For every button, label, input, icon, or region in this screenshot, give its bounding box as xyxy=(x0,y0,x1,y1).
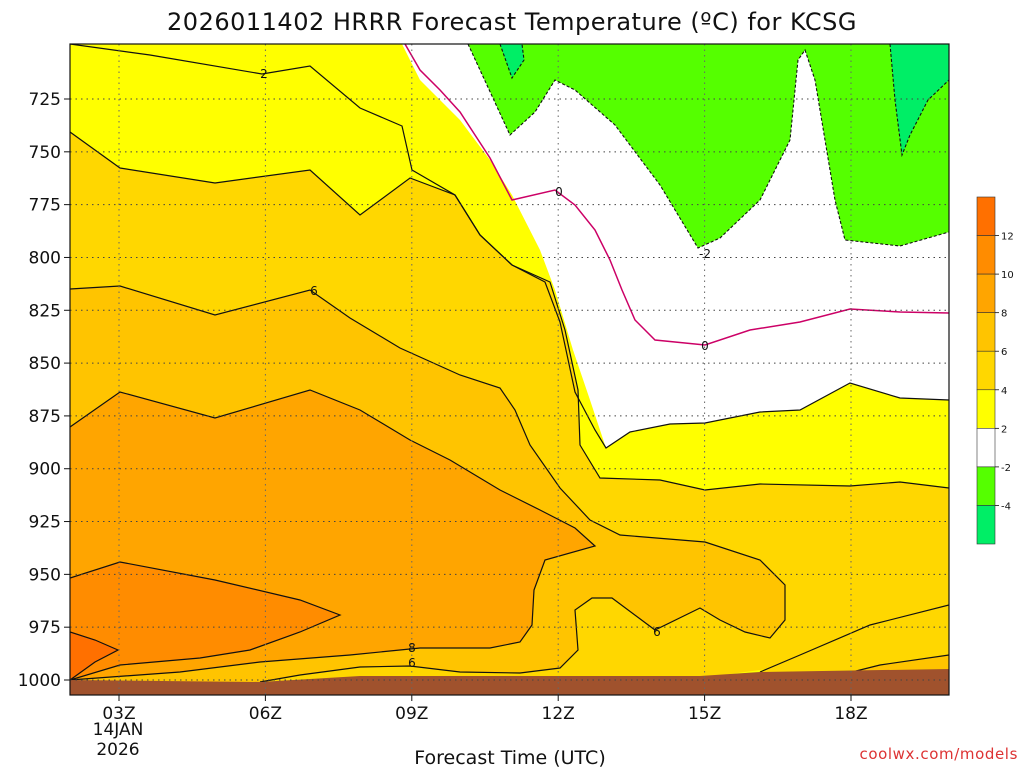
contour-label-6-upper: 6 xyxy=(310,284,318,298)
x-tick-label: 15Z xyxy=(688,704,721,724)
y-tick-label: 1000 xyxy=(18,671,61,691)
x-tick-label: 18Z xyxy=(834,704,867,724)
colorbar-swatch xyxy=(976,389,996,429)
contour-label-6-right: 6 xyxy=(653,625,661,639)
colorbar-swatch xyxy=(976,466,996,506)
colorbar-swatch xyxy=(976,235,996,275)
band-green-2 xyxy=(890,44,949,155)
contour-label-6-lower: 6 xyxy=(408,656,416,670)
y-tick-label: 825 xyxy=(29,301,61,321)
y-tick-label: 975 xyxy=(29,618,61,638)
colorbar-swatch xyxy=(976,428,996,468)
colorbar-swatch xyxy=(976,505,996,545)
date-label-day: 14JAN xyxy=(93,720,144,740)
band-green-1 xyxy=(468,44,949,248)
colorbar-tick-label: 10 xyxy=(1001,270,1014,281)
grid xyxy=(70,44,949,695)
contour-line-6 xyxy=(70,285,786,683)
colorbar-tick-label: 4 xyxy=(1001,386,1007,397)
colorbar-swatch xyxy=(976,196,996,236)
colorbar-swatch xyxy=(976,273,996,313)
y-tick-label: 750 xyxy=(29,143,61,163)
contour-labels: 2 0 0 -2 6 8 6 6 xyxy=(260,67,711,670)
y-tick-label: 875 xyxy=(29,407,61,427)
contour-line-12 xyxy=(70,631,120,681)
date-label-year: 2026 xyxy=(96,740,139,760)
contour-label-0-right: 0 xyxy=(701,339,709,353)
contour-label-2: 2 xyxy=(260,67,268,81)
contour-line-lower-right xyxy=(759,604,949,673)
contour-line-minus-4-small xyxy=(499,44,525,80)
contour-line-minus-2 xyxy=(467,44,949,249)
ground-fill xyxy=(70,669,949,695)
colorbar-tick-label: 8 xyxy=(1001,309,1007,320)
contour-line-minus-4 xyxy=(889,44,949,158)
colorbar-tick-label: -2 xyxy=(1001,463,1011,474)
plot-border xyxy=(69,43,950,696)
y-tick-label: 925 xyxy=(29,513,61,533)
y-tick-label: 800 xyxy=(29,248,61,268)
colorbar-swatch xyxy=(976,350,996,391)
contour-label-0-left: 0 xyxy=(555,185,563,199)
contour-line-0 xyxy=(404,44,949,346)
colorbar-tick-label: -4 xyxy=(1001,501,1011,512)
plot-area xyxy=(70,44,949,695)
colorbar-tick-label: 6 xyxy=(1001,347,1007,358)
contour-line-10 xyxy=(70,561,342,681)
contour-label-8: 8 xyxy=(408,641,416,655)
contour-lines xyxy=(70,44,949,683)
chart-title: 2026011402 HRRR Forecast Temperature (ºC… xyxy=(167,8,857,36)
x-axis-label: Forecast Time (UTC) xyxy=(414,747,605,768)
colorbar: 12 10 8 6 4 2 -2 -4 xyxy=(976,196,1014,545)
x-tick-label: 06Z xyxy=(249,704,282,724)
x-axis: 03Z 06Z 09Z 12Z 15Z 18Z xyxy=(102,695,868,724)
y-axis: 725 750 775 800 825 850 875 900 925 950 975 1000 xyxy=(18,90,70,691)
contour-label-minus-2: -2 xyxy=(699,247,711,261)
x-tick-label: 12Z xyxy=(542,704,575,724)
x-tick-label: 03Z xyxy=(102,704,135,724)
band-green-3 xyxy=(500,44,524,78)
band-12-to-14 xyxy=(70,632,118,680)
contour-line-8 xyxy=(70,389,597,681)
band-10-to-12 xyxy=(70,562,340,680)
colorbar-swatch xyxy=(976,312,996,352)
credit-text: coolwx.com/models xyxy=(860,745,1019,763)
x-tick-label: 09Z xyxy=(395,704,428,724)
y-tick-label: 775 xyxy=(29,196,61,216)
colorbar-tick-label: 12 xyxy=(1001,232,1014,243)
colorbar-tick-label: 2 xyxy=(1001,424,1007,435)
contour-line-2 xyxy=(70,44,949,449)
y-tick-label: 850 xyxy=(29,354,61,374)
y-tick-label: 725 xyxy=(29,90,61,110)
y-tick-label: 950 xyxy=(29,565,61,585)
contour-line-4 xyxy=(70,131,949,491)
y-tick-label: 900 xyxy=(29,460,61,480)
